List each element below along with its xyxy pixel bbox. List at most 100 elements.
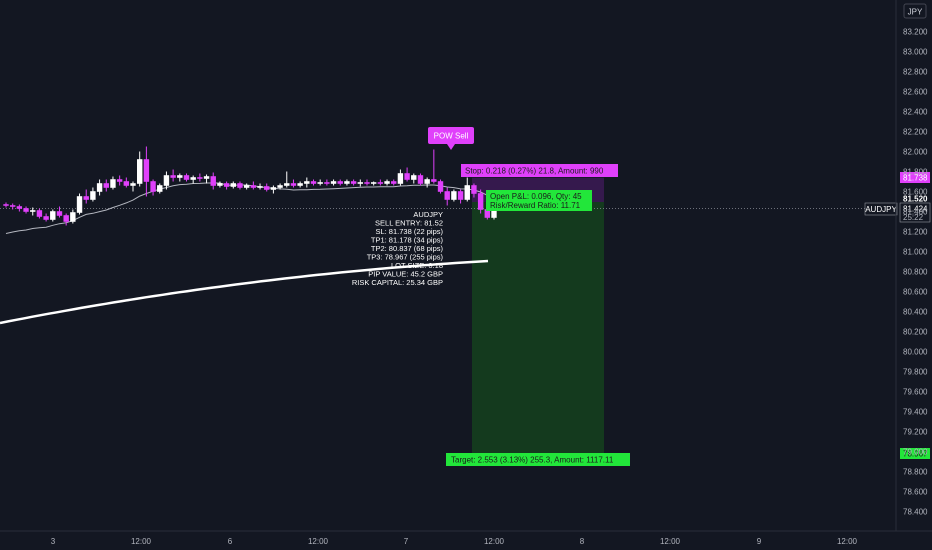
candle-body [16, 206, 23, 209]
bearish-candle [264, 183, 270, 192]
candle-body [150, 181, 156, 192]
bearish-candle [150, 179, 156, 196]
price-tick-label: 81.400 [903, 208, 928, 217]
pnl-info-bg [486, 190, 592, 211]
bullish-candle [157, 183, 163, 194]
bearish-candle [123, 177, 130, 188]
bullish-candle [136, 151, 143, 187]
bullish-candle [50, 209, 56, 222]
bullish-candle [30, 207, 36, 216]
candle-body [103, 183, 109, 188]
candle-body [170, 175, 176, 178]
candle-body [217, 183, 223, 186]
candle-body [203, 176, 210, 179]
bearish-candle [457, 189, 464, 204]
time-tick-label: 12:00 [308, 537, 329, 546]
currency-button-label: JPY [908, 8, 923, 17]
bullish-candle [90, 187, 96, 202]
time-axis[interactable]: 3 12:00 6 12:00 7 12:00 8 12:00 9 12:00 [51, 537, 858, 546]
candle-body [23, 208, 29, 212]
price-tick-label: 80.600 [903, 288, 928, 297]
stop-info-box: Stop: 0.218 (0.27%) 21.8, Amount: 990 [461, 164, 618, 177]
candle-body [183, 175, 190, 180]
bearish-candle [36, 208, 43, 219]
target-info-box: Target: 2.553 (3.13%) 255.3, Amount: 111… [446, 453, 630, 466]
candle-body [163, 175, 170, 186]
candle-body [437, 181, 444, 192]
candle-body [177, 175, 183, 178]
candle-body [36, 210, 43, 217]
bullish-candle [370, 181, 377, 186]
candle-body [290, 183, 297, 186]
candle-body [30, 210, 36, 212]
trade-info-line: RISK CAPITAL: 25.34 GBP [352, 278, 443, 287]
currency-button[interactable]: JPY [903, 3, 927, 19]
bearish-candle [237, 181, 243, 190]
sell-signal-label[interactable]: POW Sell [428, 127, 474, 150]
candle-body [391, 181, 397, 184]
bearish-candle [83, 189, 89, 204]
price-tick-label: 82.400 [903, 108, 928, 117]
candle-body [370, 182, 377, 184]
bearish-candle [310, 179, 317, 186]
candle-body [3, 204, 9, 206]
bearish-candle [250, 181, 257, 190]
candle-body [277, 185, 283, 188]
candlestick-series [3, 146, 497, 226]
bearish-candle [364, 179, 370, 186]
price-tick-label: 80.200 [903, 328, 928, 337]
candle-body [357, 182, 364, 184]
bearish-candle [23, 206, 29, 214]
bearish-candle [223, 181, 230, 190]
sell-signal-pointer [447, 144, 455, 150]
bearish-candle [197, 173, 203, 182]
moving-averages [0, 182, 495, 325]
stop-info-text: Stop: 0.218 (0.27%) 21.8, Amount: 990 [465, 167, 604, 176]
candle-body [250, 185, 257, 188]
time-tick-label: 9 [757, 537, 762, 546]
bearish-candle [377, 179, 384, 186]
bullish-candle [70, 209, 76, 224]
candle-body [63, 215, 69, 222]
bullish-candle [344, 179, 350, 186]
long-moving-average-line [0, 259, 489, 325]
price-tick-label: 80.800 [903, 268, 928, 277]
price-tick-label: 81.000 [903, 248, 928, 257]
candle-body [243, 185, 250, 188]
bearish-candle [9, 203, 16, 210]
candle-body [471, 185, 477, 194]
bearish-candle [290, 179, 297, 188]
current-price-label: 81.520 [903, 195, 928, 204]
price-tick-label: 81.200 [903, 228, 928, 237]
bullish-candle [330, 179, 337, 186]
candle-body [96, 183, 103, 192]
bullish-candle [411, 173, 417, 184]
bullish-candle [317, 179, 323, 186]
candle-body [364, 182, 370, 184]
price-tick-label: 79.600 [903, 388, 928, 397]
price-tick-label: 83.200 [903, 28, 928, 37]
bar-countdown: 25:22 [903, 213, 924, 222]
stop-price-tag-bg [900, 172, 930, 183]
time-tick-label: 12:00 [660, 537, 681, 546]
bullish-candle [304, 177, 310, 188]
time-tick-label: 12:00 [131, 537, 152, 546]
candle-body [384, 181, 390, 184]
price-tick-label: 79.000 [903, 448, 928, 457]
candle-body [417, 175, 424, 184]
bullish-candle [217, 181, 223, 188]
price-axis[interactable]: 78.400 78.600 78.800 79.000 79.200 79.400 79.6… [903, 28, 928, 517]
price-tick-label: 82.000 [903, 148, 928, 157]
candle-body [310, 181, 317, 184]
price-tick-label: 82.200 [903, 128, 928, 137]
bearish-candle [63, 213, 69, 226]
candle-body [317, 182, 323, 184]
candle-body [397, 173, 404, 184]
symbol-tag-bg [864, 202, 898, 216]
bullish-candle [464, 177, 470, 202]
trade-info-line: TP1: 81.178 (34 pips) [371, 236, 444, 245]
target-price-tag: 78.967 [903, 450, 928, 459]
